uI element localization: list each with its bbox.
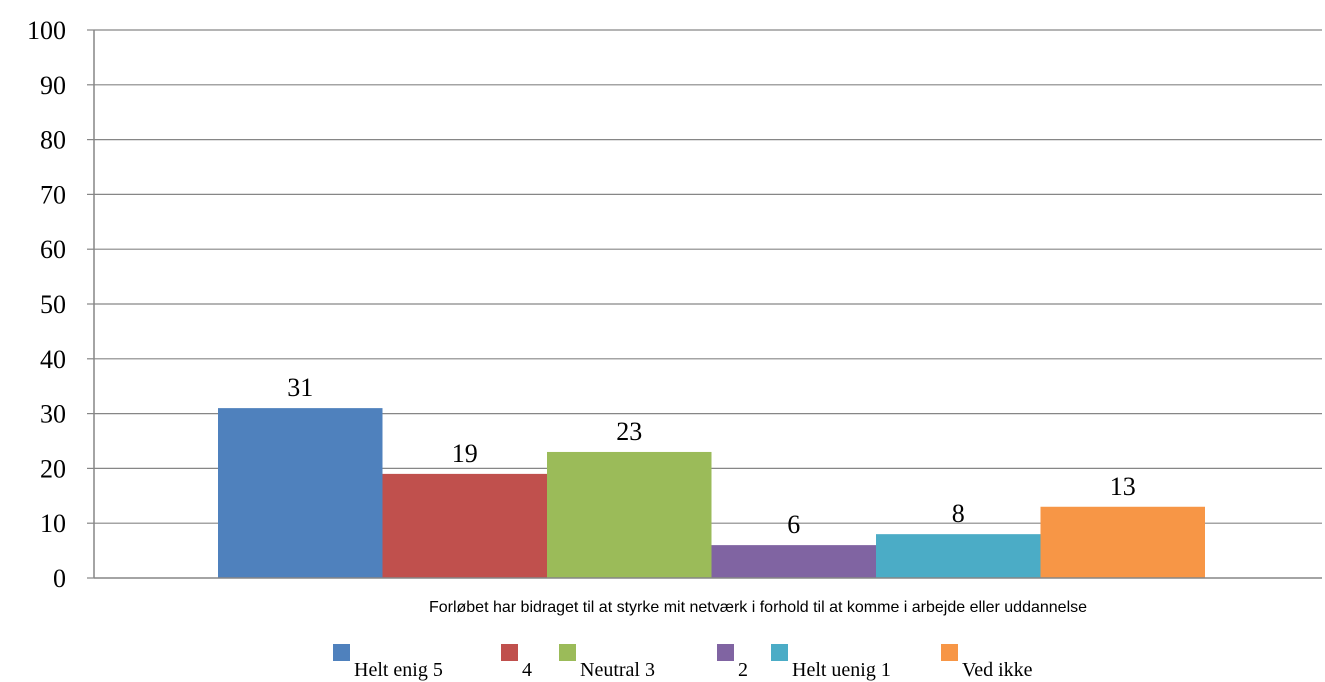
legend-swatch-1 bbox=[333, 644, 350, 661]
legend-label-4: 2 bbox=[738, 659, 748, 681]
bar-1 bbox=[218, 408, 383, 578]
bar-2 bbox=[382, 473, 547, 578]
y-tick-label: 70 bbox=[40, 180, 66, 209]
legend-swatch-2 bbox=[501, 644, 518, 661]
y-tick-label: 100 bbox=[27, 16, 66, 45]
y-tick-label: 80 bbox=[40, 126, 66, 155]
y-tick-label: 50 bbox=[40, 290, 66, 319]
y-tick-label: 10 bbox=[40, 509, 66, 538]
data-label-6: 13 bbox=[1110, 472, 1136, 501]
legend-label-6: Ved ikke bbox=[962, 659, 1033, 681]
legend-label-5: Helt uenig 1 bbox=[792, 659, 891, 681]
category-label: Forløbet har bidraget til at styrke mit … bbox=[429, 599, 1087, 616]
bar-6 bbox=[1040, 506, 1205, 578]
data-label-2: 19 bbox=[452, 439, 478, 468]
data-label-4: 6 bbox=[787, 510, 800, 539]
data-label-1: 31 bbox=[287, 373, 313, 402]
legend-swatch-3 bbox=[559, 644, 576, 661]
y-tick-label: 60 bbox=[40, 235, 66, 264]
y-tick-label: 40 bbox=[40, 345, 66, 374]
data-label-3: 23 bbox=[616, 417, 642, 446]
legend-swatch-6 bbox=[941, 644, 958, 661]
legend: Helt enig 5 4 Neutral 3 2 Helt uenig 1 Ved ik… bbox=[333, 644, 1033, 681]
bar-4 bbox=[711, 545, 876, 578]
y-tick-label: 30 bbox=[40, 400, 66, 429]
legend-label-3: Neutral 3 bbox=[580, 659, 655, 681]
y-tick-label: 20 bbox=[40, 454, 66, 483]
legend-label-1: Helt enig 5 bbox=[354, 659, 443, 681]
y-axis-ticks: 0 10 20 30 40 50 60 70 80 90 100 bbox=[27, 16, 94, 593]
y-tick-label: 0 bbox=[53, 564, 66, 593]
bar-3 bbox=[547, 451, 712, 578]
legend-swatch-5 bbox=[771, 644, 788, 661]
data-label-5: 8 bbox=[952, 499, 965, 528]
legend-label-2: 4 bbox=[522, 659, 532, 681]
y-tick-label: 90 bbox=[40, 71, 66, 100]
bars bbox=[218, 408, 1205, 578]
bar-5 bbox=[876, 534, 1041, 578]
legend-swatch-4 bbox=[717, 644, 734, 661]
data-labels: 31 19 23 6 8 13 bbox=[287, 373, 1136, 539]
